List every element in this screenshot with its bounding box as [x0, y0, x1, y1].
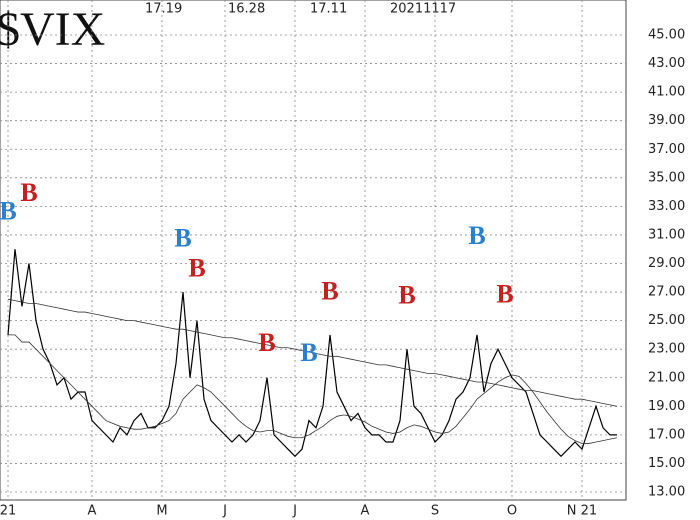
- y-tick-label: 35.00: [648, 170, 685, 185]
- signal-marker: B: [496, 279, 513, 308]
- signal-marker: B: [174, 224, 191, 253]
- y-tick-label: 19.00: [648, 399, 685, 414]
- signal-marker: B: [20, 178, 37, 207]
- y-tick-label: 29.00: [648, 256, 685, 271]
- y-tick-label: 27.00: [648, 285, 685, 300]
- y-tick-label: 33.00: [648, 199, 685, 214]
- x-tick-label: A: [361, 504, 370, 519]
- y-tick-label: 21.00: [648, 370, 685, 385]
- series-line: [7, 249, 617, 458]
- y-tick-label: 37.00: [648, 142, 685, 157]
- signal-marker: B: [398, 281, 415, 310]
- x-tick-label: N 21: [567, 504, 597, 519]
- y-tick-label: 17.00: [648, 427, 685, 442]
- signal-marker: B: [321, 276, 338, 305]
- x-tick-label: J: [292, 504, 297, 519]
- signal-marker: B: [300, 338, 317, 367]
- x-tick-label: M: [156, 504, 167, 519]
- y-tick-label: 45.00: [648, 28, 685, 43]
- y-tick-label: 31.00: [648, 227, 685, 242]
- y-tick-label: 15.00: [648, 456, 685, 471]
- x-tick-label: S: [431, 504, 439, 519]
- x-tick-label: J: [222, 504, 227, 519]
- plot-frame: [0, 0, 627, 501]
- x-tick-label: 21: [0, 504, 16, 519]
- signal-marker: B: [188, 254, 205, 283]
- header-value: 16.28: [228, 2, 265, 17]
- y-tick-label: 39.00: [648, 113, 685, 128]
- y-tick-label: 13.00: [648, 485, 685, 500]
- chart-title: $VIX: [0, 3, 105, 56]
- header-value: 20211117: [390, 2, 456, 17]
- signal-marker: B: [258, 328, 275, 357]
- header-value: 17.19: [145, 2, 182, 17]
- x-tick-label: A: [88, 504, 97, 519]
- series-line: [7, 298, 618, 407]
- signal-marker: B: [468, 221, 485, 250]
- y-tick-label: 23.00: [648, 342, 685, 357]
- x-tick-label: O: [507, 504, 517, 519]
- y-tick-label: 41.00: [648, 85, 685, 100]
- y-tick-label: 43.00: [648, 56, 685, 71]
- y-tick-label: 25.00: [648, 313, 685, 328]
- signal-marker: B: [0, 196, 17, 225]
- header-value: 17.11: [310, 2, 347, 17]
- series-line: [8, 334, 618, 444]
